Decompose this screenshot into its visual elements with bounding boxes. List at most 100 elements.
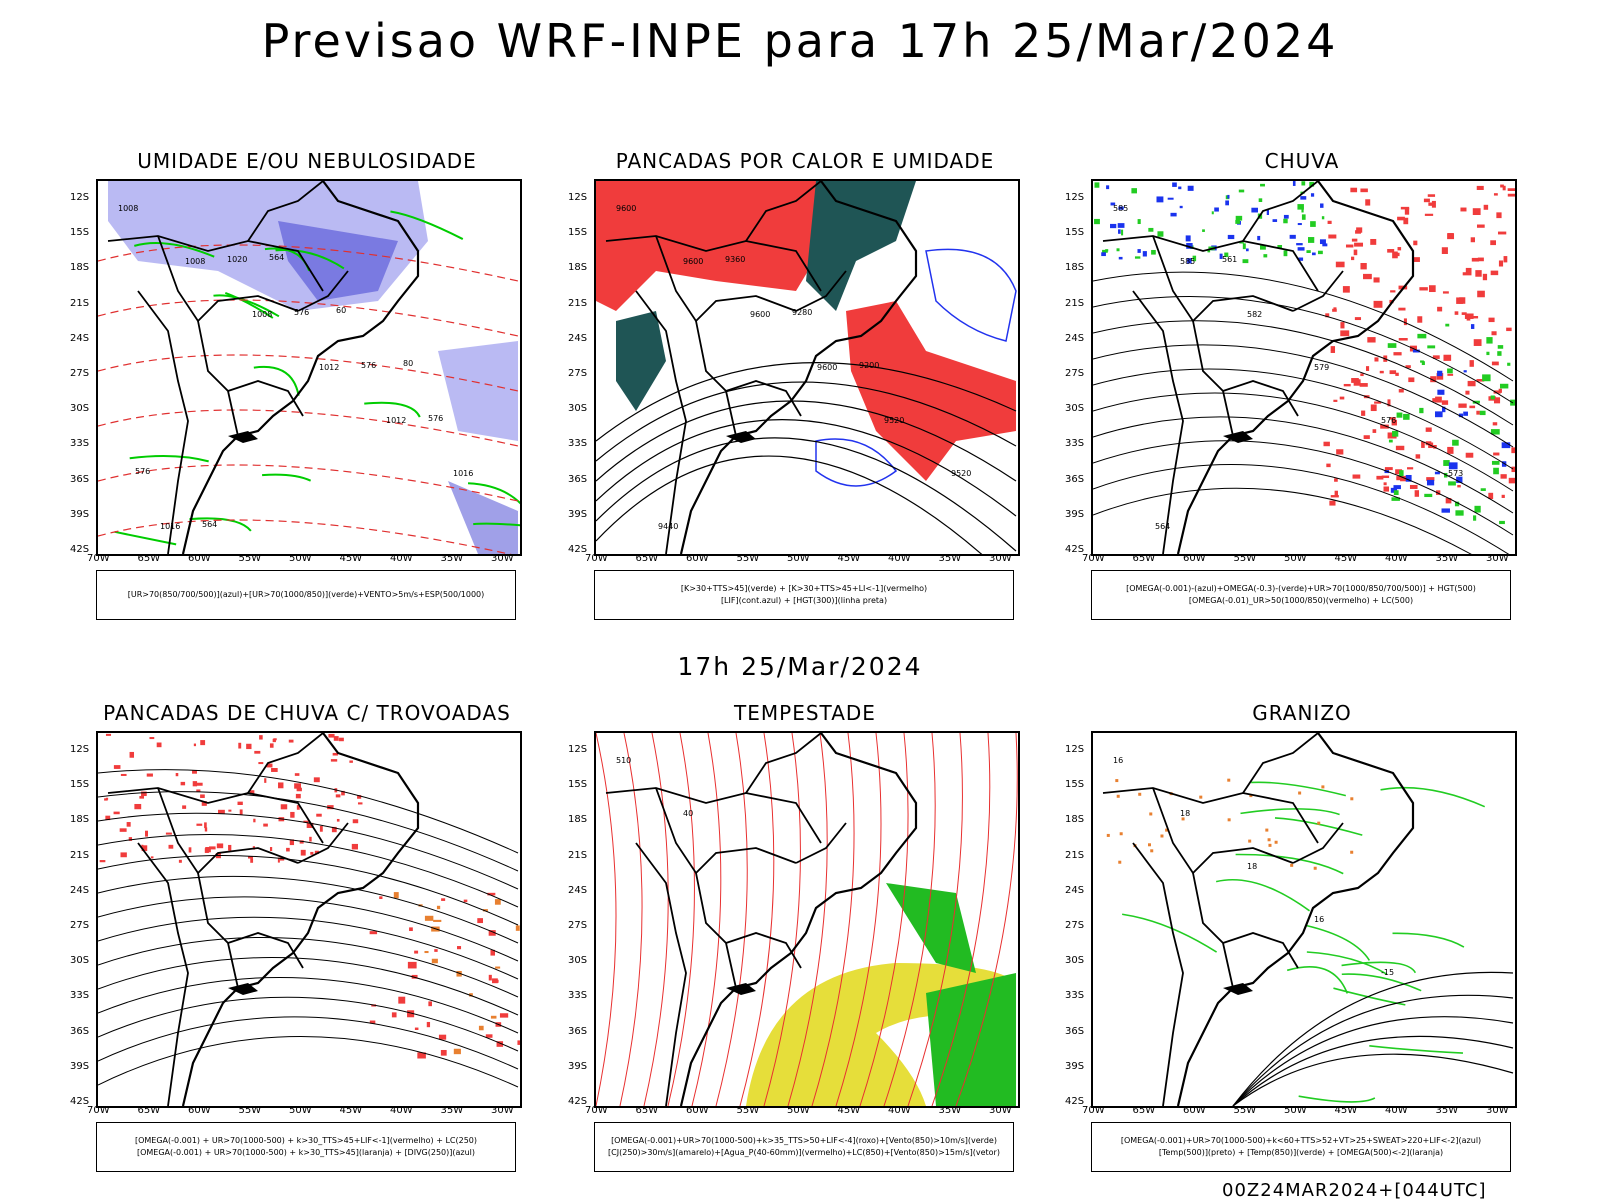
rain-red-cell [1447,373,1454,376]
lat-label: 39S [568,508,588,520]
contour-label: 576 [135,467,150,476]
rain-cell [1403,413,1410,420]
lat-label: 30S [70,403,90,415]
temp850-contour [1305,924,1371,961]
lat-label: 36S [70,473,90,485]
contour-label: 582 [1247,310,1262,319]
storm-red-cell [349,760,353,763]
country-border [1102,235,1319,292]
rain-cell [1167,197,1174,200]
storm-red-cell [196,823,203,826]
rain-red-cell [1501,494,1505,498]
rain-cell [1420,360,1424,363]
legend-line: [OMEGA(-0.001)+UR>70(1000-500)+k>35_TTS>… [611,1136,997,1145]
hgt500-contour [1093,487,1472,554]
contour-label: 576 [428,414,443,423]
rain-red-cell [1500,184,1504,188]
storm-red-cell [296,787,302,792]
lat-label: 42S [568,544,588,555]
rain-cell [1235,219,1240,224]
lon-label: 50W [289,553,312,564]
rain-red-cell [1398,389,1404,393]
temp850-contour [1235,853,1344,875]
lat-label: 42S [568,1096,588,1107]
rain-cell [1441,406,1446,413]
lat-label: 36S [568,473,588,485]
lon-label: 60W [1183,553,1206,564]
storm-red-cell [165,832,172,835]
rain-red-cell [1351,256,1355,261]
panel-title-5: TEMPESTADE [734,701,876,725]
storm-red-cell [294,773,300,776]
lat-label: 12S [1065,744,1085,755]
hgt300-contour [596,362,1017,442]
storm-red-cell [204,822,207,829]
storm-red-cell [120,773,127,776]
rain-cell [1405,474,1412,482]
rain-red-cell [1465,390,1470,395]
rain-red-cell [1339,396,1345,400]
lon-label: 60W [188,1105,211,1116]
lon-label: 45W [1334,1105,1358,1116]
rain-red-cell [1352,474,1361,479]
rain-cell [1474,505,1481,513]
lat-label: 12S [568,744,588,755]
rain-red-cell [1372,429,1377,433]
rain-red-cell [1465,267,1472,274]
rain-red-cell [1443,354,1452,361]
rain-cell [1297,223,1302,226]
lat-label: 24S [70,884,90,896]
rain-red-cell [1415,454,1421,459]
omega-orange-cell [1313,866,1317,870]
temp850-contour [1333,987,1406,1006]
omega-orange-cell [1265,828,1269,832]
storm-cell [488,930,496,936]
storm-red-cell [247,856,253,859]
rain-red-cell [1476,224,1485,228]
storm-red-cell [180,781,186,786]
rain-red-cell [1403,318,1407,326]
lat-label: 15S [70,779,90,791]
country-border [197,320,239,437]
green-contour [114,530,177,546]
storm-red-cell [237,801,243,805]
map-svg-1: 1008 1008 1008 1012 1012 1016 1016 1020 576 576 57… [98,181,520,554]
map-panel-6: 16 18 18 16 -15 [1091,731,1517,1108]
rain-red-cell [1461,312,1467,315]
contour-label: 1008 [252,310,272,319]
rain-red-cell [1483,204,1489,210]
storm-cell [517,1040,520,1045]
temp500-contour [1232,1035,1514,1106]
hgt500-contour [1093,464,1510,554]
hgt500-contour [1093,416,1514,514]
rain-red-cell [1396,476,1401,481]
rain-red-cell [1340,330,1350,337]
rain-red-cell [1395,445,1405,451]
lat-label: 15S [70,227,90,239]
rain-red-cell [1325,313,1330,318]
lat-label: 42S [1065,544,1085,555]
contour-label: -15 [1381,968,1394,977]
lat-label: 24S [568,332,588,344]
rain-cell [1387,343,1397,348]
lat-label: 30S [70,955,90,967]
country-border [137,290,189,554]
lat-label: 18S [1065,262,1085,274]
rain-red-cell [1493,397,1501,404]
contour-label: 510 [616,756,631,765]
storm-red-cell [239,809,243,815]
storm-red-cell [216,843,224,849]
country-border [695,872,737,989]
contour-label: 18 [1247,862,1257,871]
lon-label: 55W [238,553,262,564]
storm-red-cell [288,739,294,743]
rain-red-cell [1391,419,1397,426]
contour-label: 9600 [683,257,703,266]
country-border [695,320,737,437]
rain-red-cell [1351,378,1359,383]
rain-red-cell [1458,403,1467,408]
rain-cell [1445,323,1450,327]
rain-red-cell [1389,370,1397,375]
lat-label: 33S [1065,990,1085,1002]
rain-cell [1258,198,1263,203]
